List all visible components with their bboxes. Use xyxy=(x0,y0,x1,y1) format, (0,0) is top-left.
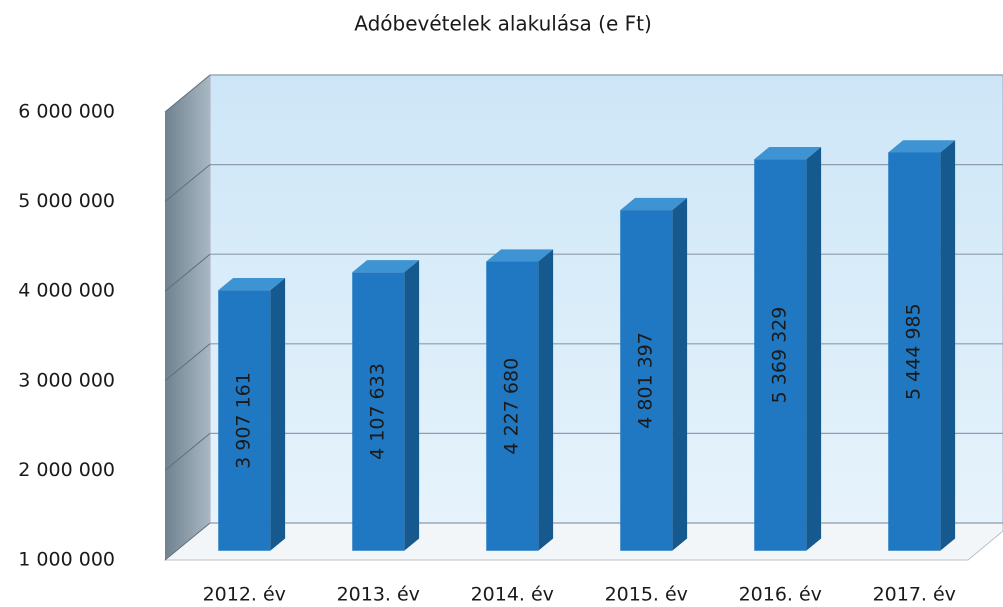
chart-title: Adóbevételek alakulása (e Ft) xyxy=(354,12,652,36)
y-tick-label: 3 000 000 xyxy=(18,369,115,391)
bar xyxy=(486,261,539,551)
bar-top xyxy=(352,260,420,273)
y-tick-label: 6 000 000 xyxy=(18,101,115,123)
y-tick-label: 5 000 000 xyxy=(18,190,115,212)
grid-line-side xyxy=(164,522,211,561)
data-label: 3 907 161 xyxy=(233,372,255,469)
x-tick-label: 2015. év xyxy=(605,584,688,606)
bar-top xyxy=(620,197,688,211)
bar-side xyxy=(806,147,822,551)
bar-side xyxy=(672,197,688,551)
grid-line-side xyxy=(164,433,211,471)
bar-top xyxy=(218,278,286,291)
bar xyxy=(352,272,405,551)
bar-side xyxy=(538,249,554,551)
x-tick-label: 2014. év xyxy=(471,584,554,606)
data-label: 5 369 329 xyxy=(769,307,791,404)
y-tick-label: 1 000 000 xyxy=(18,549,115,571)
bar-side xyxy=(940,140,956,551)
data-label: 4 801 397 xyxy=(635,332,657,429)
bar xyxy=(218,290,271,551)
back-wall xyxy=(209,74,1003,524)
bar-top xyxy=(754,147,822,160)
side-wall xyxy=(165,75,210,560)
x-tick-label: 2012. év xyxy=(203,584,286,606)
bar-side xyxy=(404,260,420,551)
bar-top xyxy=(888,140,956,153)
y-tick-label: 4 000 000 xyxy=(18,280,115,302)
floor xyxy=(163,522,1003,561)
bar xyxy=(754,159,807,551)
y-tick-label: 2 000 000 xyxy=(18,459,115,481)
bar xyxy=(888,152,941,551)
x-tick-label: 2016. év xyxy=(739,584,822,606)
data-label: 5 444 985 xyxy=(903,303,925,400)
data-label: 4 107 633 xyxy=(367,363,389,460)
grid-line-side xyxy=(164,253,211,292)
grid-line-side xyxy=(164,164,211,202)
grid-line-side xyxy=(164,74,211,113)
bar xyxy=(620,210,673,551)
grid-line-side xyxy=(164,343,211,382)
x-tick-label: 2017. év xyxy=(873,584,956,606)
plot-walls xyxy=(163,74,1003,561)
bar-top xyxy=(486,249,554,262)
data-label: 4 227 680 xyxy=(501,358,523,455)
bar-side xyxy=(270,278,286,551)
x-tick-label: 2013. év xyxy=(337,584,420,606)
